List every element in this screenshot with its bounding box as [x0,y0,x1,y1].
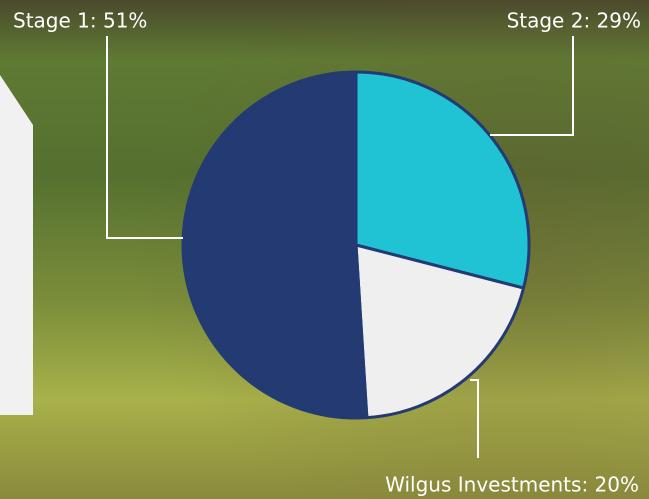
pie [181,70,531,420]
leader-line [490,36,574,136]
pie-slice [354,243,526,420]
leader-line [470,379,479,458]
data-label: Stage 2: 29% [507,9,641,33]
data-label: Stage 1: 51% [13,9,147,33]
side-panel [0,75,33,415]
data-label: Wilgus Investments: 20% [385,473,639,497]
pie-slice [354,70,531,290]
pie-slice [181,70,369,420]
leader-line [106,36,183,239]
